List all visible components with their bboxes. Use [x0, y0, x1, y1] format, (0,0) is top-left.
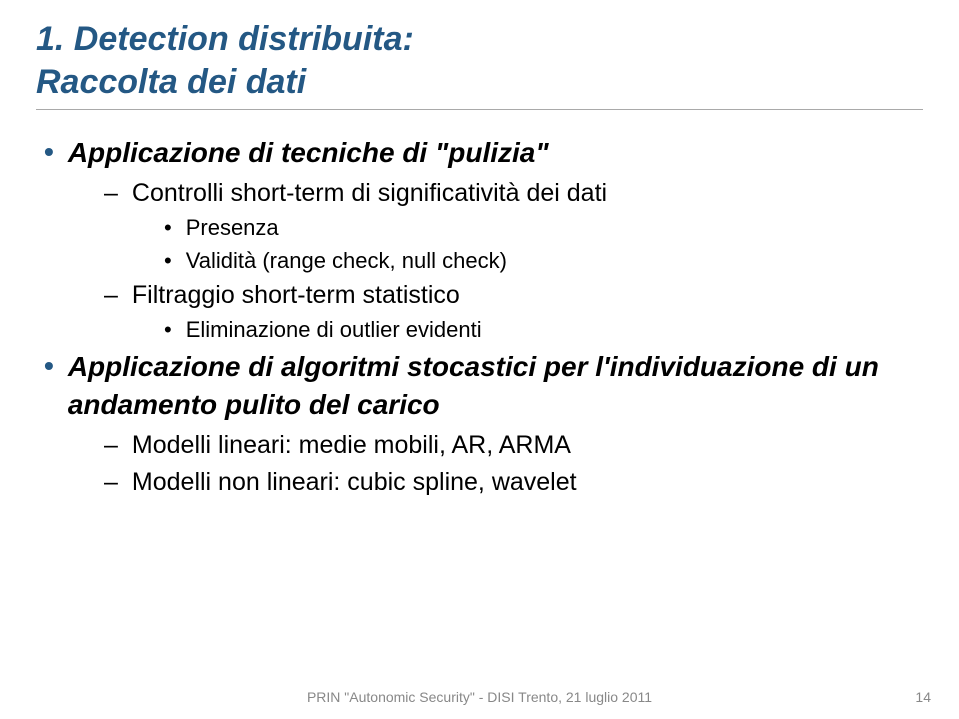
bullet-item: – Filtraggio short-term statistico: [104, 278, 923, 313]
bullet-item: – Modelli lineari: medie mobili, AR, ARM…: [104, 428, 923, 463]
title-block: 1. Detection distribuita: Raccolta dei d…: [36, 18, 923, 110]
bullet-text: Modelli non lineari: cubic spline, wavel…: [132, 465, 577, 500]
bullet-text: Modelli lineari: medie mobili, AR, ARMA: [132, 428, 571, 463]
bullet-text: Controlli short-term di significatività …: [132, 176, 607, 211]
bullet-item: • Applicazione di tecniche di "pulizia": [44, 134, 923, 172]
bullet-item: – Modelli non lineari: cubic spline, wav…: [104, 465, 923, 500]
bullet-marker-icon: •: [44, 348, 54, 384]
title-underline: [36, 109, 923, 110]
dash-marker-icon: –: [104, 176, 118, 211]
bullet-text: Applicazione di tecniche di "pulizia": [68, 134, 549, 172]
content: • Applicazione di tecniche di "pulizia" …: [36, 134, 923, 500]
bullet-marker-icon: •: [164, 213, 172, 244]
bullet-marker-icon: •: [44, 134, 54, 170]
title-line-1: 1. Detection distribuita:: [36, 18, 923, 61]
bullet-item: • Applicazione di algoritmi stocastici p…: [44, 348, 923, 424]
bullet-text: Filtraggio short-term statistico: [132, 278, 460, 313]
slide: 1. Detection distribuita: Raccolta dei d…: [0, 0, 959, 719]
bullet-marker-icon: •: [164, 246, 172, 277]
bullet-item: • Presenza: [164, 213, 923, 244]
bullet-item: • Validità (range check, null check): [164, 246, 923, 277]
dash-marker-icon: –: [104, 428, 118, 463]
bullet-item: • Eliminazione di outlier evidenti: [164, 315, 923, 346]
dash-marker-icon: –: [104, 465, 118, 500]
bullet-marker-icon: •: [164, 315, 172, 346]
footer-text: PRIN "Autonomic Security" - DISI Trento,…: [0, 689, 959, 705]
title-line-2: Raccolta dei dati: [36, 61, 923, 104]
dash-marker-icon: –: [104, 278, 118, 313]
page-number: 14: [915, 689, 931, 705]
bullet-text: Eliminazione di outlier evidenti: [186, 315, 482, 346]
bullet-item: – Controlli short-term di significativit…: [104, 176, 923, 211]
bullet-text: Validità (range check, null check): [186, 246, 507, 277]
bullet-text: Presenza: [186, 213, 279, 244]
bullet-text: Applicazione di algoritmi stocastici per…: [68, 348, 923, 424]
